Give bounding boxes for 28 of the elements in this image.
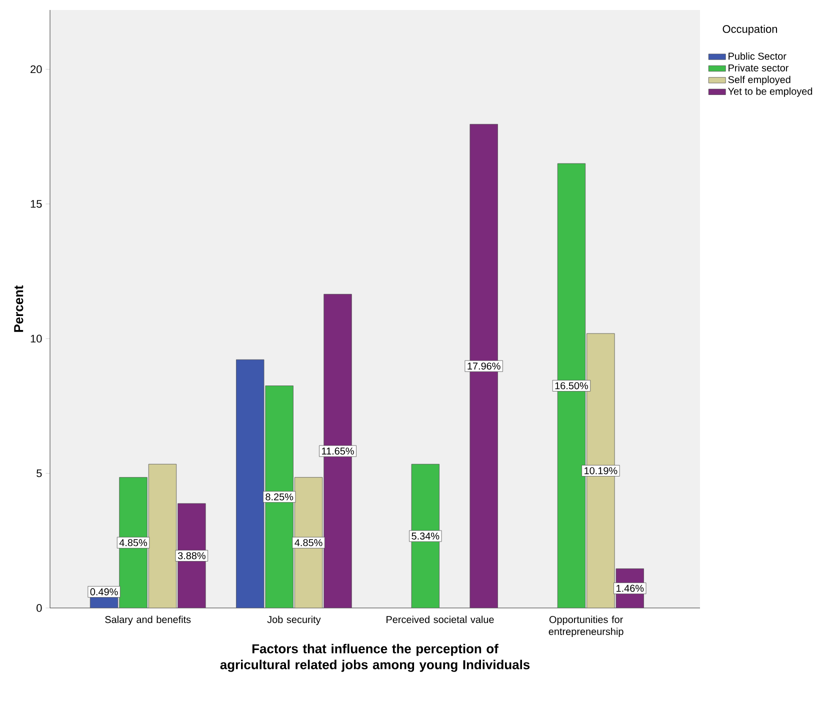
- data-label: 1.46%: [616, 584, 644, 592]
- data-label: 11.65%: [322, 448, 354, 455]
- y-tick-label: 20: [30, 65, 42, 74]
- x-tick-label: Salary and benefits: [105, 616, 191, 626]
- bar: [236, 359, 264, 608]
- data-label: 17.96%: [468, 362, 500, 370]
- data-label: 0.49%: [90, 588, 118, 596]
- y-tick-label: 0: [36, 604, 42, 612]
- x-tick-label: Opportunities for entrepreneurship: [548, 616, 624, 637]
- data-label: 3.88%: [178, 552, 206, 560]
- y-tick-label: 15: [30, 200, 42, 208]
- x-tick-label: Perceived societal value: [386, 616, 494, 624]
- legend-label: Self employed: [728, 76, 790, 86]
- x-tick-label: Job security: [267, 616, 321, 626]
- legend-label: Yet to be employed: [728, 88, 812, 97]
- y-tick-label: 10: [30, 334, 42, 342]
- legend-label: Private sector: [728, 64, 789, 72]
- legend-title: Occupation: [722, 24, 777, 36]
- data-label: 16.50%: [555, 382, 588, 390]
- data-label: 5.34%: [412, 532, 440, 540]
- data-label: 10.19%: [584, 467, 618, 474]
- y-axis-title: Percent: [14, 285, 24, 332]
- data-label: 4.85%: [119, 539, 148, 546]
- y-tick-label: 5: [36, 469, 42, 478]
- x-axis-title: Factors that influence the perception of agricultural related jobs among young Individuals: [220, 644, 530, 672]
- legend-label: Public Sector: [728, 52, 786, 60]
- data-label: 4.85%: [294, 539, 322, 546]
- data-label: 8.25%: [266, 493, 294, 500]
